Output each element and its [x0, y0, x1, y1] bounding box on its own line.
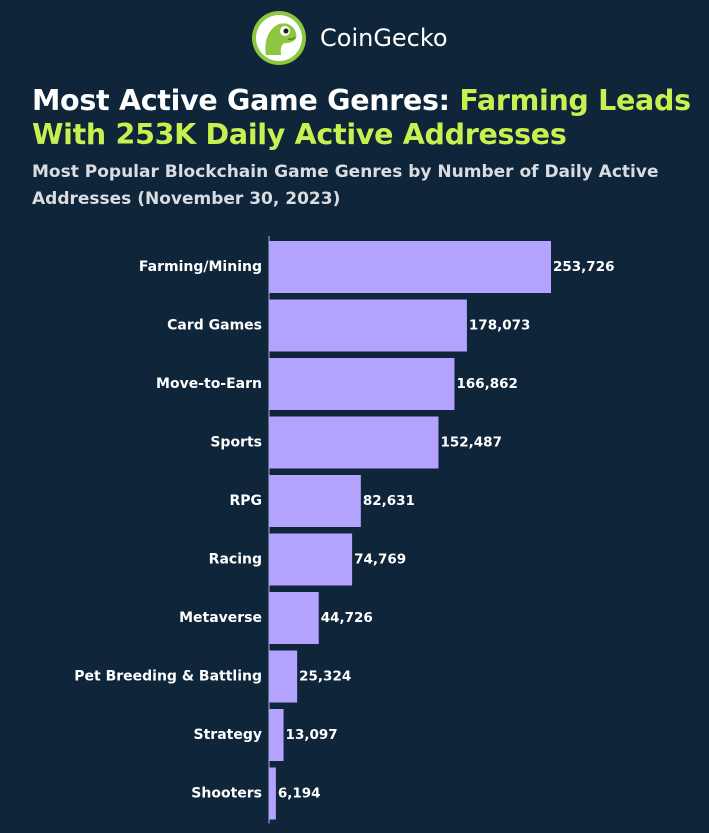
bar: [269, 475, 361, 527]
brand-header: CoinGecko: [252, 11, 448, 65]
bar: [269, 650, 298, 703]
bar: [269, 767, 276, 820]
chart-title: Most Active Game Genres: Farming Leads W…: [32, 84, 692, 152]
bar: [269, 358, 455, 410]
gecko-logo-icon: [252, 11, 306, 65]
value-label: 166,862: [456, 376, 518, 392]
value-label: 6,194: [278, 786, 321, 802]
value-label: 152,487: [440, 435, 502, 451]
category-label: Metaverse: [179, 610, 262, 626]
bar: [269, 416, 439, 469]
category-label: Shooters: [191, 786, 262, 802]
category-label: Move-to-Earn: [156, 376, 262, 392]
category-label: Racing: [209, 552, 262, 568]
bar: [269, 533, 353, 586]
bar: [269, 299, 467, 352]
value-label: 13,097: [286, 727, 338, 743]
bar: [269, 592, 319, 644]
category-label: RPG: [229, 493, 262, 509]
value-label: 82,631: [363, 493, 415, 509]
value-label: 178,073: [469, 318, 531, 334]
category-label: Strategy: [194, 727, 262, 743]
category-label: Pet Breeding & Battling: [74, 669, 262, 685]
category-label: Farming/Mining: [139, 259, 262, 275]
value-label: 253,726: [553, 259, 615, 275]
bar: [269, 709, 284, 761]
bar: [269, 241, 551, 293]
category-label: Sports: [210, 435, 262, 451]
bar-chart: Farming/Mining 253,726 Card Games 178,073 Mo…: [74, 236, 615, 824]
value-label: 25,324: [299, 669, 351, 685]
chart-subtitle: Most Popular Blockchain Game Genres by N…: [32, 162, 659, 209]
value-label: 74,769: [354, 552, 406, 568]
category-label: Card Games: [167, 318, 262, 334]
title-prefix: Most Active Game Genres:: [32, 84, 450, 117]
value-label: 44,726: [321, 610, 373, 626]
title-highlight: Farming Leads With 253K Daily Active Add…: [32, 84, 691, 151]
brand-name: CoinGecko: [320, 24, 448, 52]
